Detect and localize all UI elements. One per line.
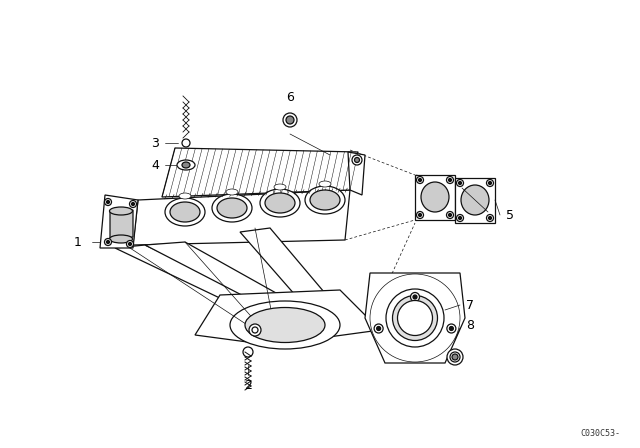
- Polygon shape: [115, 245, 300, 322]
- Polygon shape: [133, 190, 350, 245]
- Ellipse shape: [413, 295, 417, 299]
- Ellipse shape: [252, 327, 258, 333]
- Ellipse shape: [447, 211, 454, 219]
- Text: 6: 6: [286, 90, 294, 103]
- Text: 8: 8: [466, 319, 474, 332]
- Ellipse shape: [456, 180, 463, 186]
- Text: 4: 4: [151, 159, 159, 172]
- Polygon shape: [365, 273, 465, 363]
- Ellipse shape: [182, 162, 190, 168]
- Ellipse shape: [376, 327, 381, 331]
- Polygon shape: [415, 175, 455, 220]
- Ellipse shape: [230, 301, 340, 349]
- Ellipse shape: [104, 198, 111, 206]
- Polygon shape: [240, 228, 335, 312]
- Ellipse shape: [129, 242, 131, 246]
- Ellipse shape: [410, 293, 419, 302]
- Text: C030C53-: C030C53-: [580, 429, 620, 438]
- Ellipse shape: [447, 177, 454, 184]
- Ellipse shape: [486, 215, 493, 221]
- Ellipse shape: [319, 181, 331, 187]
- Ellipse shape: [449, 214, 451, 216]
- Ellipse shape: [417, 177, 424, 184]
- Ellipse shape: [417, 211, 424, 219]
- Ellipse shape: [127, 241, 134, 247]
- Ellipse shape: [419, 178, 422, 181]
- Ellipse shape: [249, 324, 261, 336]
- Ellipse shape: [182, 139, 190, 147]
- Ellipse shape: [243, 347, 253, 357]
- Ellipse shape: [458, 181, 461, 185]
- Ellipse shape: [106, 241, 109, 244]
- Ellipse shape: [131, 202, 134, 206]
- Ellipse shape: [109, 207, 132, 215]
- Polygon shape: [195, 290, 380, 345]
- Ellipse shape: [245, 307, 325, 343]
- Ellipse shape: [447, 324, 456, 333]
- Ellipse shape: [217, 198, 247, 218]
- Ellipse shape: [449, 178, 451, 181]
- Ellipse shape: [419, 214, 422, 216]
- Polygon shape: [455, 178, 495, 223]
- Text: 2: 2: [244, 379, 252, 392]
- Text: 3: 3: [151, 137, 159, 150]
- Ellipse shape: [177, 160, 195, 170]
- Ellipse shape: [458, 216, 461, 220]
- Text: 1: 1: [74, 236, 82, 249]
- Ellipse shape: [397, 301, 433, 336]
- Ellipse shape: [179, 193, 191, 199]
- Ellipse shape: [170, 202, 200, 222]
- Ellipse shape: [109, 235, 132, 243]
- Ellipse shape: [310, 190, 340, 210]
- Ellipse shape: [488, 216, 492, 220]
- Ellipse shape: [265, 193, 295, 213]
- Polygon shape: [100, 195, 138, 248]
- Ellipse shape: [212, 194, 252, 222]
- Ellipse shape: [392, 296, 438, 340]
- Polygon shape: [110, 210, 133, 240]
- Ellipse shape: [352, 155, 362, 165]
- Polygon shape: [348, 152, 365, 195]
- Ellipse shape: [226, 189, 238, 195]
- Ellipse shape: [104, 238, 111, 246]
- Ellipse shape: [355, 158, 360, 163]
- Ellipse shape: [106, 201, 109, 203]
- Ellipse shape: [452, 354, 458, 360]
- Ellipse shape: [129, 201, 136, 207]
- Polygon shape: [145, 242, 310, 320]
- Ellipse shape: [456, 215, 463, 221]
- Ellipse shape: [421, 182, 449, 212]
- Ellipse shape: [386, 289, 444, 347]
- Ellipse shape: [274, 184, 286, 190]
- Polygon shape: [162, 148, 358, 197]
- Ellipse shape: [488, 181, 492, 185]
- Ellipse shape: [447, 349, 463, 365]
- Ellipse shape: [305, 186, 345, 214]
- Ellipse shape: [374, 324, 383, 333]
- Ellipse shape: [461, 185, 489, 215]
- Ellipse shape: [165, 198, 205, 226]
- Text: 5: 5: [506, 208, 514, 221]
- Ellipse shape: [486, 180, 493, 186]
- Ellipse shape: [450, 352, 460, 362]
- Text: 7: 7: [466, 298, 474, 311]
- Ellipse shape: [286, 116, 294, 124]
- Ellipse shape: [260, 189, 300, 217]
- Ellipse shape: [283, 113, 297, 127]
- Ellipse shape: [449, 327, 453, 331]
